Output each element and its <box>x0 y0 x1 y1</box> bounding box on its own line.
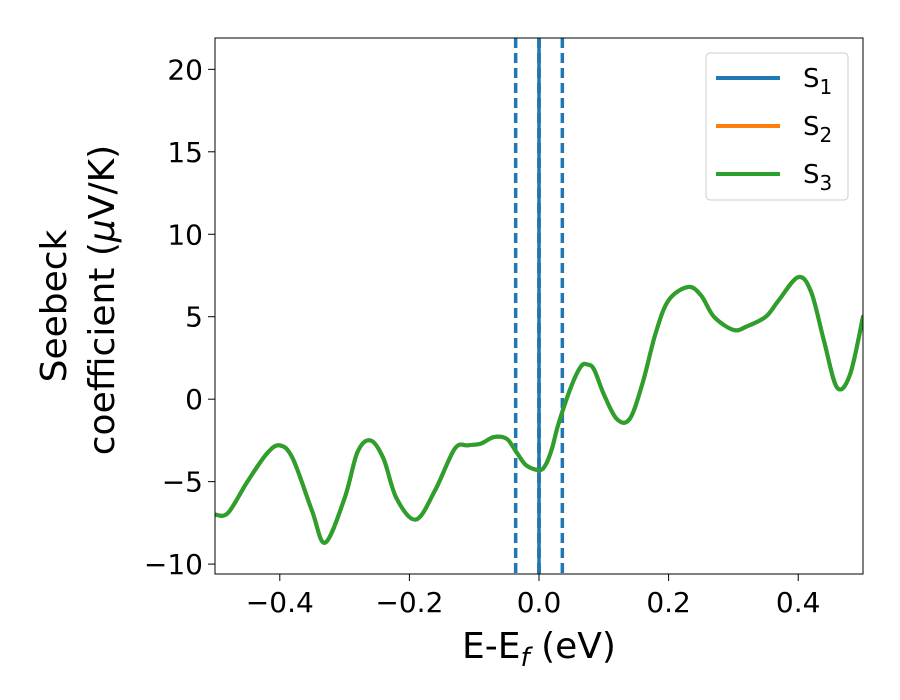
y-tick-label: −5 <box>162 466 203 499</box>
x-tick-label: −0.2 <box>375 586 443 619</box>
y-axis-title-line1: Seebeck <box>34 229 75 382</box>
y-tick-label: 5 <box>185 301 203 334</box>
x-tick-label: 0.4 <box>776 586 821 619</box>
y-axis-title-line2: coefficient (μV/K) <box>82 145 123 455</box>
x-tick-label: 0.0 <box>517 586 562 619</box>
legend-label-3: S3 <box>803 160 832 195</box>
y-axis: −10 −5 0 5 10 15 20 <box>144 53 215 581</box>
legend: S1 S2 S3 <box>705 52 849 201</box>
series-line-3 <box>215 274 863 545</box>
x-axis: −0.4 −0.2 0.0 0.2 0.4 <box>246 574 821 619</box>
x-tick-label: −0.4 <box>246 586 314 619</box>
y-tick-label: 0 <box>185 383 203 416</box>
x-axis-title: E-Ef (eV) <box>462 626 616 673</box>
y-tick-label: 20 <box>167 53 203 86</box>
y-tick-label: −10 <box>144 548 203 581</box>
legend-label-1: S1 <box>803 64 832 99</box>
vertical-markers <box>513 38 565 574</box>
legend-label-2: S2 <box>803 112 832 147</box>
x-tick-label: 0.2 <box>646 586 691 619</box>
y-tick-label: 15 <box>167 136 203 169</box>
series-group <box>215 274 863 545</box>
y-tick-label: 10 <box>167 218 203 251</box>
y-axis-title: Seebeck coefficient (μV/K) <box>34 145 123 455</box>
